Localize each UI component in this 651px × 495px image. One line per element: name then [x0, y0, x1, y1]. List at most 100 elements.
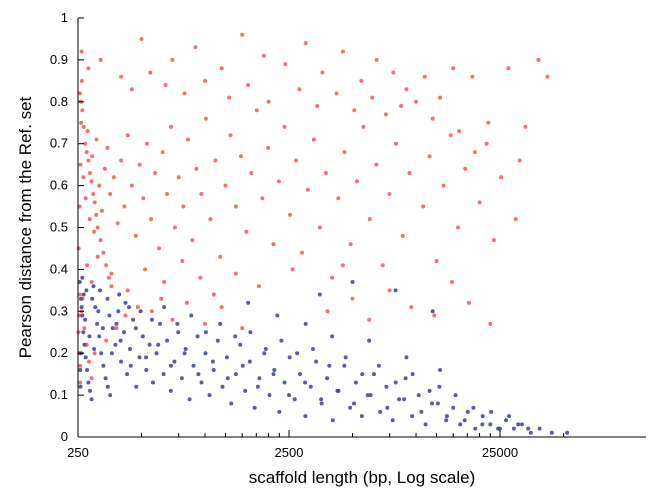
data-point [78, 380, 83, 385]
data-point [390, 418, 395, 423]
data-point [137, 355, 142, 360]
data-point [219, 66, 224, 71]
data-point [319, 401, 324, 406]
data-point [330, 334, 335, 339]
data-point [90, 296, 95, 301]
data-point [387, 288, 392, 293]
data-point [79, 120, 84, 125]
data-point [138, 309, 143, 314]
data-point [220, 384, 225, 389]
data-point [199, 192, 204, 196]
data-point [148, 70, 153, 75]
data-point [410, 414, 415, 419]
data-point [94, 212, 99, 217]
data-point [397, 397, 402, 402]
data-point [311, 137, 316, 142]
data-point [183, 347, 188, 351]
data-point [89, 397, 94, 402]
data-point [203, 330, 208, 335]
data-point [117, 292, 122, 297]
data-point [87, 217, 92, 222]
data-point [128, 347, 132, 351]
data-point [80, 275, 85, 280]
data-point [163, 83, 168, 87]
data-point [98, 238, 103, 243]
data-point [380, 263, 385, 268]
data-point [103, 376, 108, 381]
data-point [182, 91, 187, 96]
data-point [391, 70, 396, 75]
data-point [248, 330, 253, 335]
data-point [409, 305, 414, 310]
data-point [477, 200, 482, 205]
data-point [320, 70, 325, 75]
data-point [107, 313, 112, 318]
data-point [83, 196, 88, 201]
data-point [106, 275, 111, 280]
data-point [91, 192, 96, 196]
data-point [233, 372, 238, 377]
data-point [93, 305, 98, 310]
data-point [308, 384, 313, 389]
data-point [94, 137, 99, 142]
data-point [180, 259, 185, 263]
y-axis-title: Pearson distance from the Ref. set [16, 96, 35, 358]
data-point [86, 66, 91, 71]
data-point [393, 380, 398, 385]
data-point [147, 342, 152, 347]
data-point [83, 317, 88, 322]
data-point [432, 313, 437, 318]
data-point [79, 305, 84, 310]
data-point [340, 49, 345, 54]
data-point [427, 154, 432, 159]
data-point [327, 363, 332, 368]
data-point [545, 74, 550, 79]
data-point [370, 95, 375, 100]
data-point [430, 309, 435, 314]
data-point [85, 129, 90, 134]
data-point [203, 351, 208, 356]
data-point [86, 380, 91, 385]
data-point [317, 292, 322, 297]
data-point [233, 271, 238, 276]
data-point [565, 430, 570, 435]
data-point [140, 334, 145, 339]
data-point [441, 183, 446, 188]
data-point [154, 351, 159, 356]
data-point [122, 204, 127, 209]
data-point [438, 95, 443, 100]
data-point [95, 321, 100, 326]
data-point [282, 124, 287, 129]
data-point [383, 112, 388, 117]
data-point [335, 388, 340, 393]
data-point [98, 288, 102, 293]
data-point [279, 338, 284, 343]
data-point [367, 317, 372, 322]
data-point [175, 321, 180, 326]
data-point [498, 426, 502, 431]
data-point [86, 158, 91, 163]
data-point [159, 296, 164, 301]
data-point [218, 321, 223, 326]
data-point [131, 317, 136, 322]
data-point [133, 233, 138, 238]
data-point [195, 334, 200, 339]
data-point [451, 66, 456, 71]
data-point [504, 418, 508, 423]
data-point [367, 217, 372, 222]
data-point [128, 363, 133, 368]
data-point [162, 305, 167, 310]
data-point [113, 342, 118, 347]
data-point [343, 355, 348, 360]
data-point [267, 393, 272, 398]
data-point [165, 338, 170, 343]
data-point [176, 175, 181, 180]
data-point [421, 204, 426, 209]
data-point [473, 426, 478, 431]
data-point [114, 321, 119, 326]
data-point [489, 409, 494, 414]
data-point [403, 376, 408, 381]
data-point [266, 99, 271, 104]
data-point [182, 351, 187, 356]
data-point [303, 414, 308, 419]
